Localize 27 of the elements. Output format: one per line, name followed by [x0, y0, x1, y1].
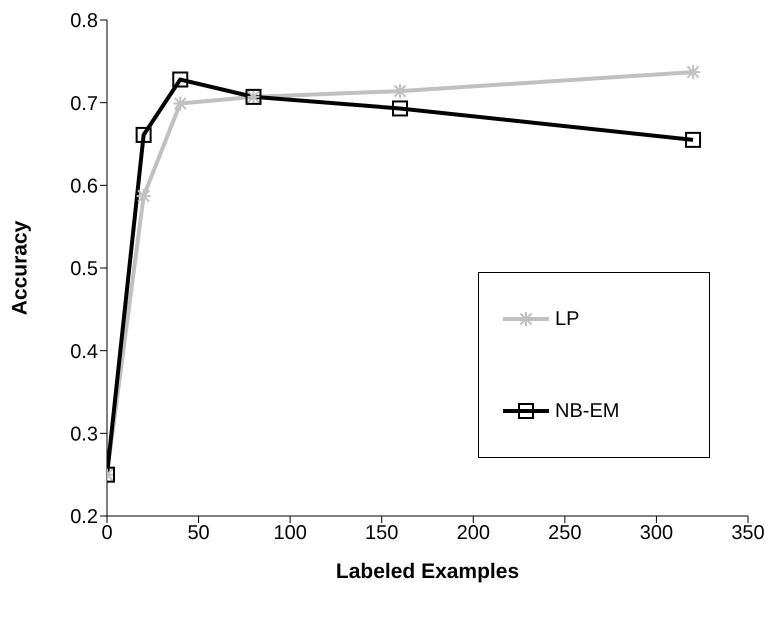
x-tick-label: 0 [101, 522, 113, 544]
legend-label: LP [555, 308, 580, 330]
y-tick-label: 0.4 [70, 340, 98, 363]
y-tick-label: 0.2 [70, 506, 98, 528]
y-tick-label: 0.3 [70, 423, 98, 446]
point [685, 132, 702, 148]
y-tick-label: 0.6 [70, 175, 98, 198]
y-tick-label: 0.8 [70, 10, 98, 32]
point [136, 188, 152, 204]
x-tick-label: 350 [731, 522, 765, 544]
y-tick-label: 0.5 [70, 258, 98, 280]
x-tick-label: 200 [456, 522, 490, 544]
point [392, 100, 408, 116]
point [172, 72, 188, 88]
legend-label: NB-EM [555, 400, 620, 422]
point [685, 64, 702, 80]
x-tick-label: 300 [640, 522, 674, 544]
y-axis-title: Accuracy [8, 220, 32, 316]
point [136, 126, 152, 143]
x-tick-label: 150 [365, 522, 398, 544]
point [392, 83, 408, 100]
x-axis-title: Labeled Examples [336, 560, 520, 583]
x-tick-label: 250 [548, 522, 582, 544]
x-tick-label: 50 [187, 522, 210, 544]
x-tick-label: 100 [273, 522, 307, 544]
y-tick-label: 0.7 [70, 92, 98, 115]
point [172, 95, 188, 112]
